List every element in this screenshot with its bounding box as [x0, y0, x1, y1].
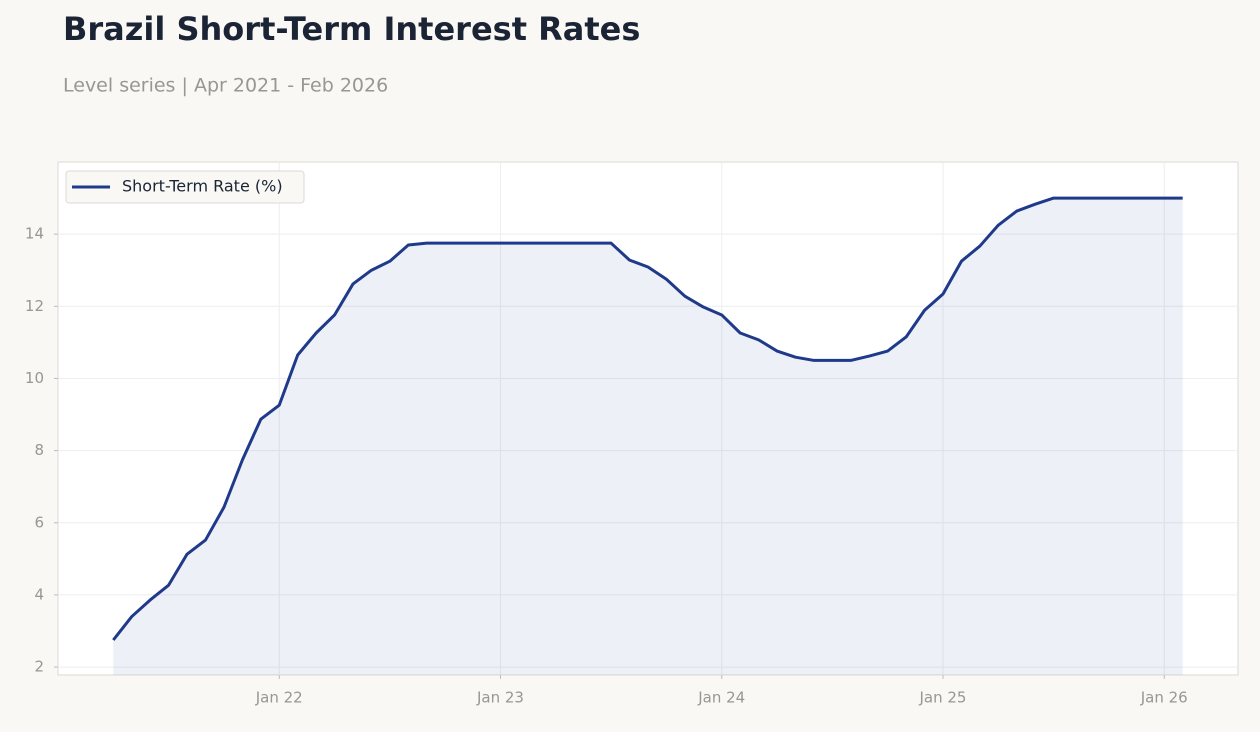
x-tick-label: Jan 25 [919, 689, 967, 707]
y-tick-label: 4 [34, 585, 44, 603]
legend: Short-Term Rate (%) [65, 170, 305, 204]
area-fill [113, 198, 1183, 676]
y-tick-label: 10 [25, 369, 44, 387]
y-tick-label: 8 [34, 441, 44, 459]
y-tick-label: 6 [34, 513, 44, 531]
x-tick-label: Jan 23 [476, 689, 524, 707]
y-tick-label: 14 [25, 225, 44, 243]
x-tick-label: Jan 26 [1140, 689, 1188, 707]
y-tick-label: 2 [34, 658, 44, 676]
chart-title: Brazil Short-Term Interest Rates [63, 10, 640, 48]
x-tick-label: Jan 22 [255, 689, 303, 707]
chart-subtitle: Level series | Apr 2021 - Feb 2026 [63, 75, 388, 97]
y-tick-label: 12 [25, 297, 44, 315]
grid [58, 162, 1238, 675]
legend-label: Short-Term Rate (%) [122, 177, 283, 196]
legend-box [65, 170, 305, 204]
line [112, 196, 1183, 641]
plot-area [57, 161, 1239, 676]
x-tick-label: Jan 24 [697, 689, 745, 707]
